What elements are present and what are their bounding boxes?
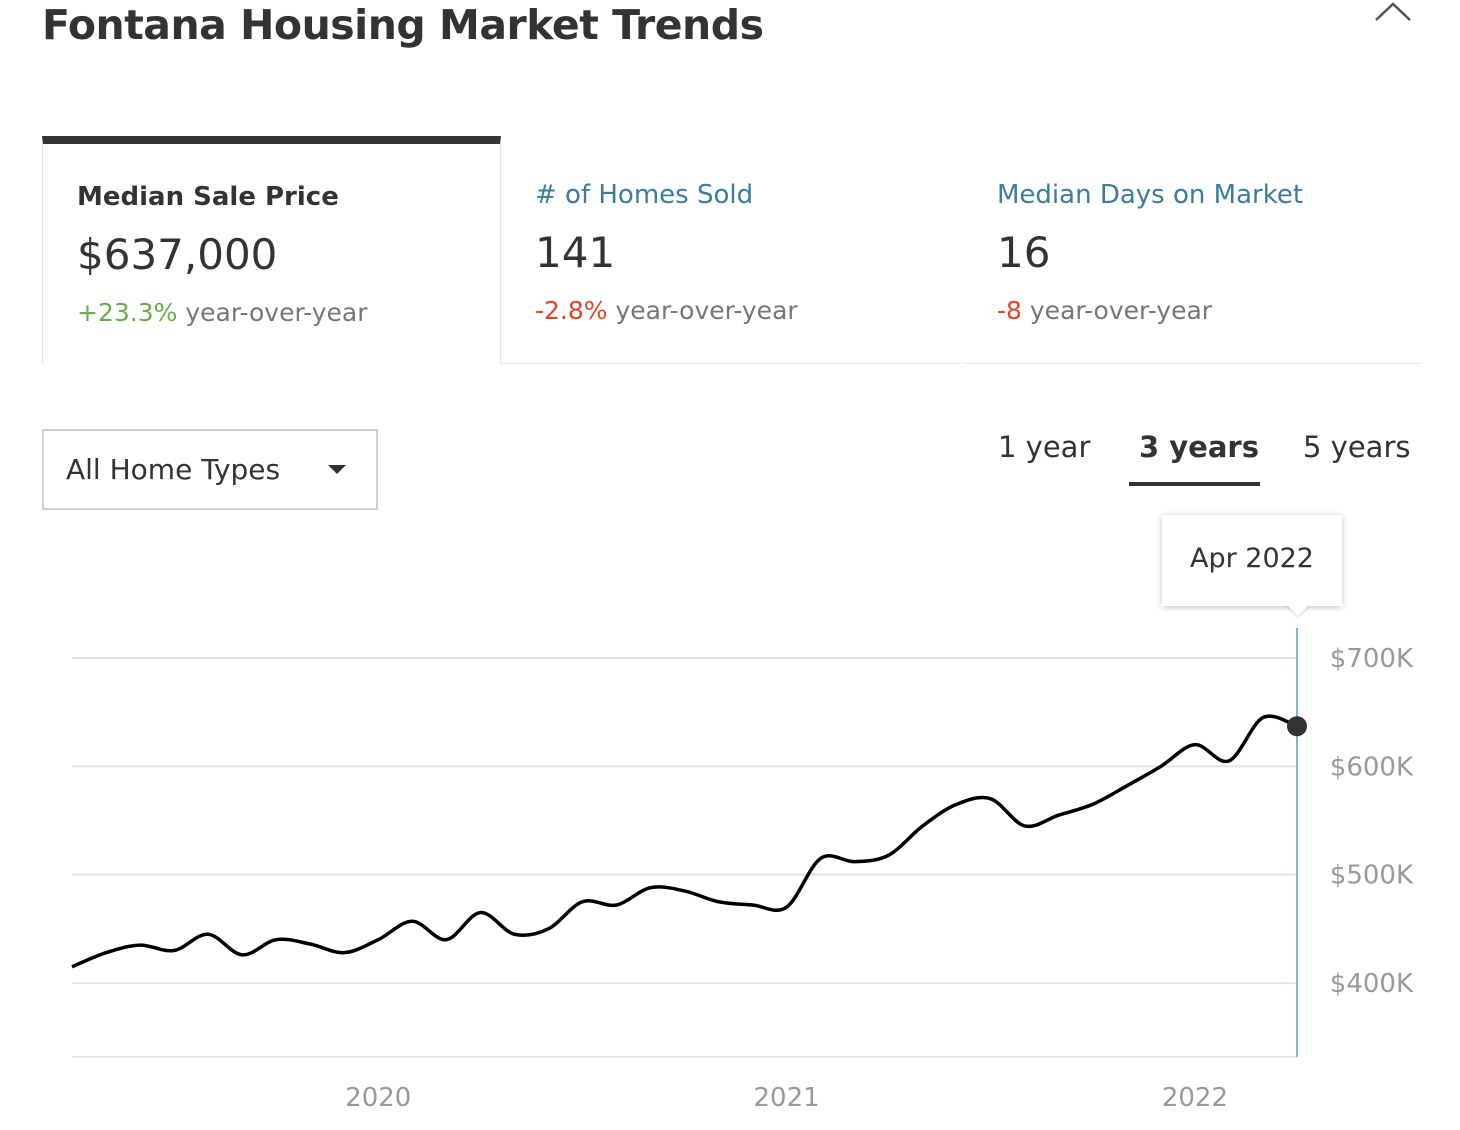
y-tick-label: $600K	[1330, 752, 1414, 782]
metric-tabs: Median Sale Price $637,000 +23.3% year-o…	[42, 136, 1422, 364]
x-tick-label: 2021	[753, 1083, 819, 1113]
data-point-marker	[1287, 716, 1307, 737]
tab-label: Median Sale Price	[77, 182, 339, 212]
selected-range-indicator	[1129, 482, 1260, 486]
tab-label: Median Days on Market	[997, 180, 1304, 210]
y-tick-label: $400K	[1330, 969, 1414, 999]
tooltip-pointer	[1286, 604, 1310, 616]
range-5-years[interactable]: 5 years	[1303, 430, 1411, 464]
tab-homes-sold[interactable]: # of Homes Sold 141 -2.8% year-over-year	[501, 136, 961, 364]
home-type-select-value: All Home Types	[66, 453, 281, 486]
tab-change: +23.3% year-over-year	[77, 298, 368, 327]
price-chart[interactable]: $400K $500K $600K $700K 2020 2021 2022	[0, 600, 1460, 1130]
tab-value: 16	[997, 228, 1051, 277]
tab-median-days-on-market[interactable]: Median Days on Market 16 -8 year-over-ye…	[963, 136, 1422, 364]
home-type-select[interactable]: All Home Types	[42, 429, 378, 510]
chart-tooltip: Apr 2022	[1162, 515, 1342, 606]
tab-median-sale-price[interactable]: Median Sale Price $637,000 +23.3% year-o…	[42, 136, 501, 364]
change-suffix: year-over-year	[615, 296, 798, 325]
y-tick-label: $700K	[1330, 644, 1414, 674]
page-title: Fontana Housing Market Trends	[42, 1, 764, 49]
tab-change: -8 year-over-year	[997, 296, 1212, 325]
range-3-years[interactable]: 3 years	[1139, 430, 1259, 464]
change-suffix: year-over-year	[185, 298, 368, 327]
tooltip-date: Apr 2022	[1189, 543, 1314, 574]
x-tick-label: 2020	[345, 1083, 411, 1113]
tab-value: $637,000	[77, 230, 278, 279]
tab-change: -2.8% year-over-year	[535, 296, 798, 325]
tab-label: # of Homes Sold	[535, 180, 754, 210]
series-line	[71, 714, 1298, 969]
y-tick-label: $500K	[1330, 861, 1414, 891]
range-1-year[interactable]: 1 year	[998, 430, 1091, 464]
collapse-button[interactable]	[1372, 0, 1414, 26]
x-tick-label: 2022	[1162, 1083, 1228, 1113]
caret-down-icon	[328, 465, 346, 474]
change-value: -2.8%	[535, 296, 608, 325]
change-value: +23.3%	[77, 298, 178, 327]
tab-value: 141	[535, 228, 616, 277]
change-value: -8	[997, 296, 1022, 325]
chevron-up-icon	[1375, 2, 1411, 21]
change-suffix: year-over-year	[1029, 296, 1213, 325]
